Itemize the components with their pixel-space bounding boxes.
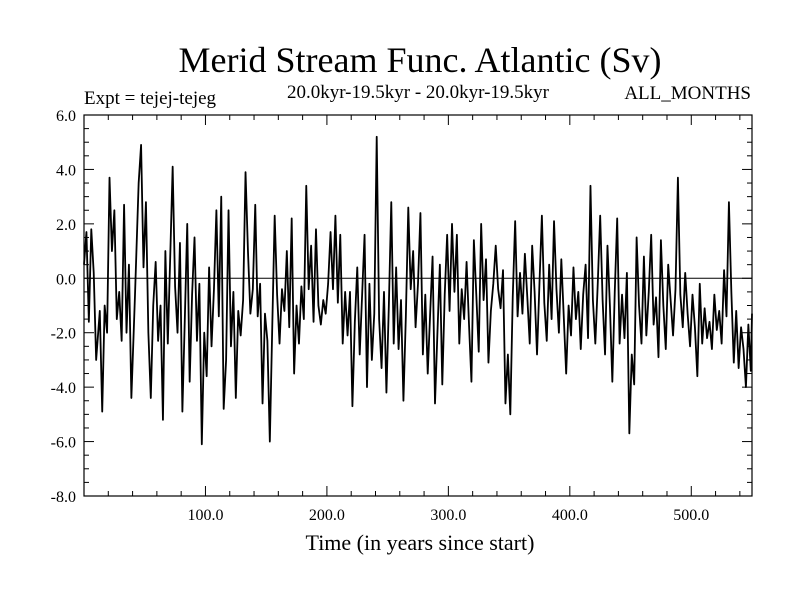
y-tick-label: -4.0	[51, 380, 76, 397]
y-tick-label: 6.0	[56, 108, 76, 125]
series-line-0	[83, 135, 753, 446]
y-tick-label: 2.0	[56, 217, 76, 234]
chart-title: Merid Stream Func. Atlantic (Sv)	[179, 40, 662, 80]
experiment-label: Expt = tejej-tejeg	[84, 88, 217, 109]
y-tick-label: 4.0	[56, 162, 76, 179]
y-tick-label: -8.0	[51, 489, 76, 506]
x-tick-label: 200.0	[309, 507, 345, 524]
x-tick-label: 100.0	[187, 507, 223, 524]
y-tick-label: -2.0	[51, 326, 76, 343]
x-tick-label: 300.0	[430, 507, 466, 524]
chart-subtitle: 20.0kyr-19.5kyr - 20.0kyr-19.5kyr	[287, 82, 550, 103]
plot-frame	[83, 114, 753, 497]
y-tick-label: -6.0	[51, 435, 76, 452]
y-tick-label: 0.0	[56, 271, 76, 288]
x-axis-label: Time (in years since start)	[306, 530, 535, 555]
x-tick-label: 500.0	[673, 507, 709, 524]
plot-area: -8.0 -6.0 -4.0 -2.0 0.0 2.0 4.0 6.0 100.0 200.0 30…	[51, 108, 753, 524]
x-tick-label: 400.0	[552, 507, 588, 524]
season-label: ALL_MONTHS	[624, 83, 751, 104]
